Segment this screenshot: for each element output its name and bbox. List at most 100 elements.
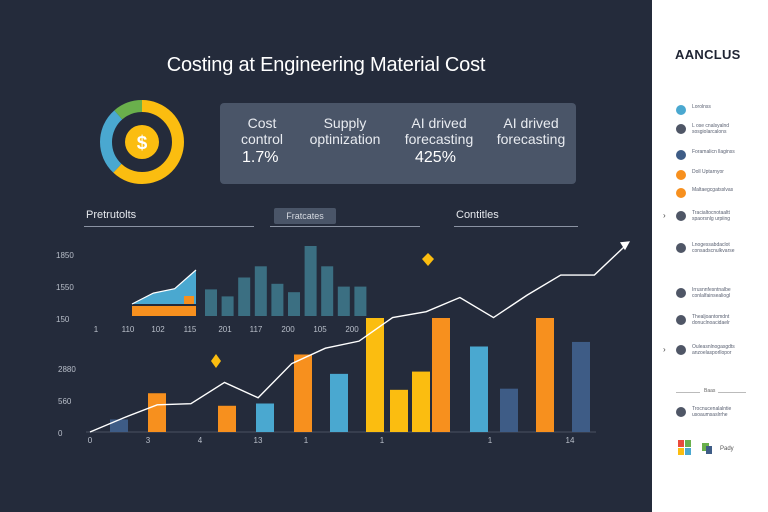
y-tick-label: 1850 [56, 251, 74, 260]
y-tick-label: 2880 [58, 365, 76, 374]
tab-forecasts[interactable]: Fratcates [274, 208, 336, 224]
area-series-blue [132, 270, 196, 304]
dashboard-main: Costing at Engineering Material Cost $ C… [56, 54, 630, 445]
bar-top-1 [221, 296, 234, 316]
bar-top-7 [321, 266, 334, 316]
sidebar-item-label: Foramalicn llaginss [692, 149, 735, 155]
bar-bottom-2 [218, 405, 236, 432]
x-tick-label: 115 [184, 325, 197, 334]
sidebar-item-label: Maltaegcgatsslvas [692, 187, 734, 193]
bar-top-6 [304, 246, 317, 316]
x-tick-label: 14 [566, 436, 575, 445]
bar-top-0 [205, 289, 217, 316]
sidebar-app-icons [678, 440, 712, 455]
x-tick-label: 201 [218, 325, 232, 334]
bar-bottom-7 [390, 389, 408, 432]
blue-circle-icon [676, 105, 686, 115]
kpi-label-cost-control: Cost control [240, 115, 284, 147]
bar-top-2 [238, 277, 251, 316]
area-series-orange [132, 306, 196, 316]
cost-donut-icon: $ [100, 100, 184, 184]
x-tick-label: 200 [281, 325, 295, 334]
brand-logo: AANCLUS [675, 47, 741, 62]
x-tick-label: 1 [304, 436, 309, 445]
bar-bottom-13 [572, 341, 590, 432]
trend-line [89, 242, 629, 433]
sidebar-item-label: L ose cnalsyalnd sosgiolarcalons [692, 123, 730, 135]
sidebar-item-label: Lnogessabdaclot consadscnulkvarse [692, 242, 735, 254]
gray-circle-icon [676, 124, 686, 134]
bar-bottom-6 [366, 318, 384, 432]
divider-middle [270, 226, 420, 227]
sidebar-item-label: Irrusnnfesntnalbe conlalfainsealiogl [692, 287, 731, 299]
kpi-label-supply-optimization: Supply optinization [309, 115, 381, 147]
bar-top-5 [288, 292, 300, 316]
x-tick-label: 13 [254, 436, 263, 445]
sidebar: AANCLUS Lorolnss L ose cnalsyalnd sosgiola… [652, 0, 768, 512]
y-tick-label: 1550 [56, 283, 74, 292]
sidebar-divider-label: Baas [704, 388, 716, 394]
sidebar-divider-left [676, 392, 700, 393]
gray-circle-icon [676, 315, 686, 325]
y-tick-label: 0 [58, 429, 63, 438]
bar-bottom-12 [536, 318, 554, 432]
x-tick-label: 200 [345, 325, 359, 334]
sidebar-item-label: Thealjoantomdnt donuclnoacidaelr [692, 314, 730, 326]
kpi-value-cost-control: 1.7% [242, 149, 279, 166]
divider-right [454, 226, 578, 227]
diamond-icon [422, 253, 434, 266]
x-tick-label: 1 [94, 325, 99, 334]
page-title: Costing at Engineering Material Cost [166, 54, 486, 76]
bar-bottom-0 [110, 419, 128, 432]
section-label-right: Contitles [456, 209, 499, 221]
x-tick-label: 105 [313, 325, 327, 334]
bar-top-4 [271, 283, 284, 316]
bar-bottom-5 [330, 373, 348, 432]
x-tick-label: 4 [198, 436, 203, 445]
y-tick-label: 560 [58, 397, 72, 406]
chevron-right-icon: › [663, 345, 666, 354]
chevron-right-icon: › [663, 211, 666, 220]
section-label-left: Pretrutolts [86, 209, 137, 221]
bar-bottom-8 [412, 371, 430, 432]
bar-bottom-4 [294, 354, 312, 432]
x-tick-label: 110 [122, 325, 135, 334]
gray-circle-icon [676, 243, 686, 253]
gray-circle-icon [676, 211, 686, 221]
y-tick-label: 150 [56, 315, 70, 324]
orange-circle-icon [676, 188, 686, 198]
sidebar-item-label: Tracialtocnotaaltt spaorsnlg urpiing [692, 210, 731, 222]
gray-circle-icon [676, 407, 686, 417]
svg-text:$: $ [137, 133, 148, 154]
kpi-value-ai-forecasting: 425% [415, 149, 456, 166]
kpi-label-ai-forecasting-1: AI drived forecasting [404, 115, 474, 147]
bar-bottom-11 [500, 388, 518, 432]
x-tick-label: 0 [88, 436, 93, 445]
navy-circle-icon [676, 150, 686, 160]
gray-circle-icon [676, 345, 686, 355]
sidebar-item-label: Doll Uptarnyor [692, 169, 724, 175]
orange-circle-icon [676, 170, 686, 180]
bar-top-8 [337, 286, 350, 316]
bar-bottom-9 [432, 318, 450, 432]
kpi-panel: Cost control 1.7% Supply optinization AI d… [220, 103, 576, 184]
gray-circle-icon [676, 288, 686, 298]
sidebar-item-label: Ouleasnlnogasgdts anzoelasporllopor [692, 344, 735, 356]
divider-left [84, 226, 254, 227]
bar-bottom-10 [470, 346, 488, 432]
x-tick-label: 1 [488, 436, 493, 445]
bar-bottom-1 [148, 393, 166, 432]
x-tick-label: 102 [151, 325, 165, 334]
sidebar-item-label: Lorolnss [692, 104, 711, 110]
area-series-outline [131, 269, 197, 305]
sidebar-item-label: Trocnucenalalntie usoaumsaslrrhe [692, 406, 732, 418]
sidebar-divider-right [718, 392, 746, 393]
trend-arrow-icon [620, 241, 630, 251]
bar-top-9 [354, 286, 367, 316]
kpi-label-ai-forecasting-2: AI drived forecasting [496, 115, 566, 147]
bar-top-3 [254, 266, 267, 316]
sidebar-footer-label: Pady [720, 446, 734, 452]
x-tick-label: 1 [380, 436, 385, 445]
x-tick-label: 117 [250, 325, 263, 334]
